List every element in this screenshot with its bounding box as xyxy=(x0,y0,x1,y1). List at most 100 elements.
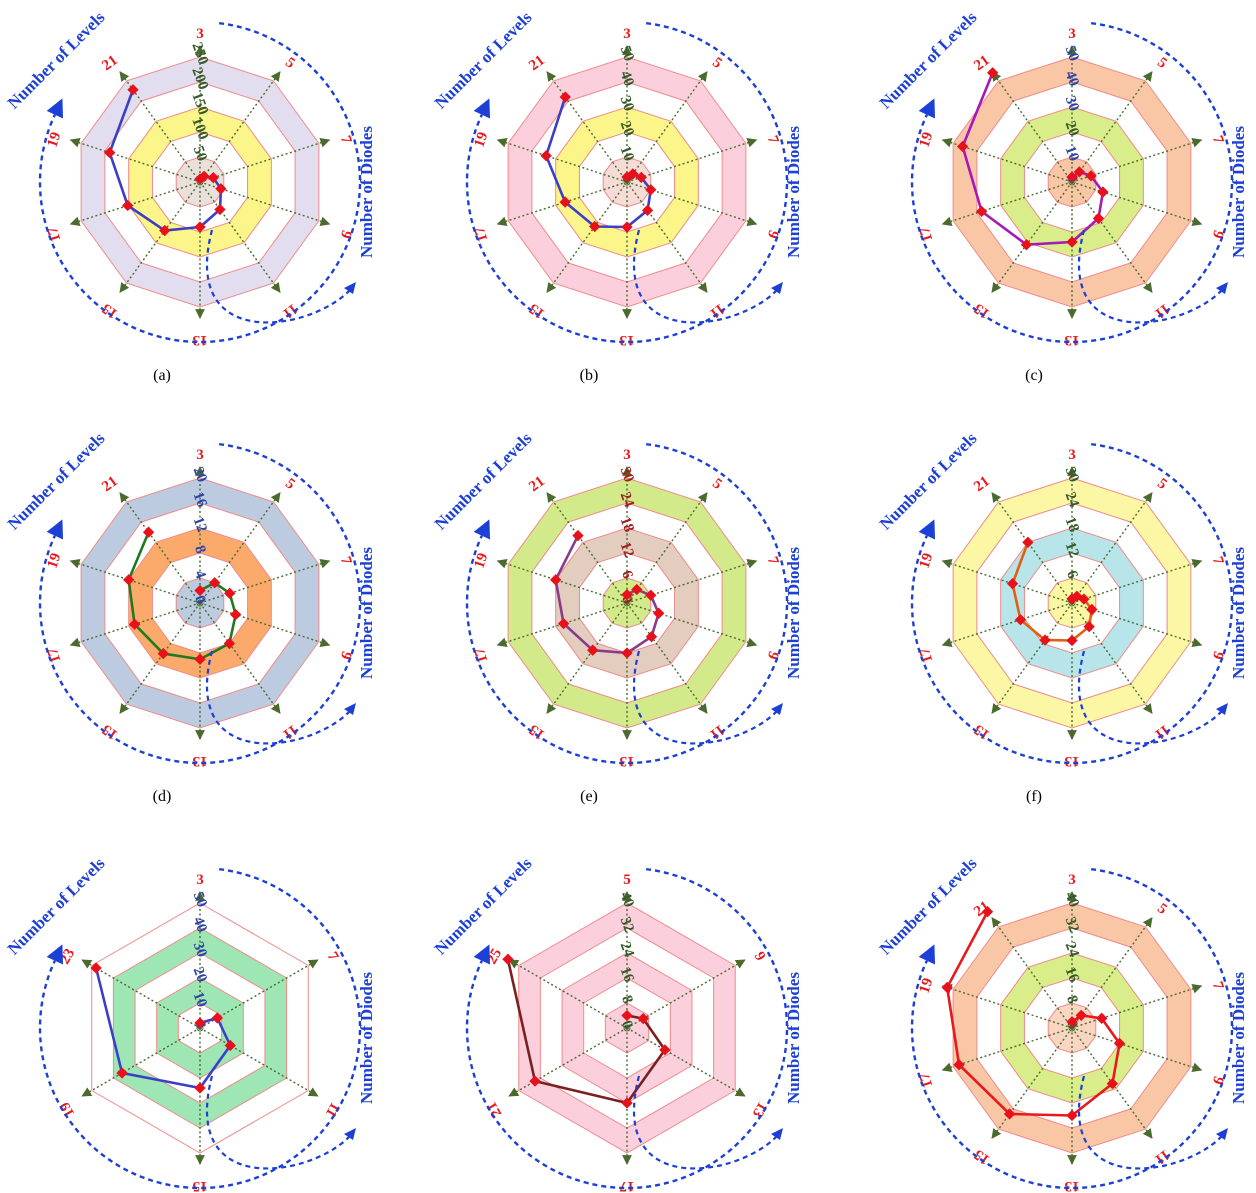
tick-label: 10 xyxy=(617,144,637,164)
data-point-marker xyxy=(224,587,236,600)
data-point-marker xyxy=(540,150,552,162)
panel-caption: (b) xyxy=(580,367,599,384)
levels-arc xyxy=(910,442,1234,765)
axis-spoke xyxy=(81,1027,201,1097)
level-label: 5 xyxy=(709,476,724,493)
tick-label: 30 xyxy=(617,94,637,114)
tick-label: 20 xyxy=(617,119,637,139)
level-label: 21 xyxy=(971,473,993,495)
tick-label: 24 xyxy=(1062,490,1082,510)
level-label: 3 xyxy=(1068,447,1076,463)
axis-spoke xyxy=(1071,559,1203,604)
level-label: 13 xyxy=(193,753,208,769)
tick-label: 50 xyxy=(190,890,210,910)
radar-chart-a: 0501001502002503579111315171921Number of… xyxy=(4,7,376,384)
data-point-marker xyxy=(1014,614,1027,626)
levels-arrowhead xyxy=(46,98,64,119)
tick-label: 24 xyxy=(617,940,637,960)
levels-arrowhead xyxy=(473,519,491,540)
levels-arrowhead xyxy=(473,98,491,119)
levels-arrowhead xyxy=(46,944,64,965)
radar-chart-i: 08162432403579111315171921Number of Leve… xyxy=(876,853,1248,1193)
data-point-marker xyxy=(224,1039,236,1052)
data-point-marker xyxy=(194,1082,206,1094)
data-point-marker xyxy=(1085,170,1097,182)
diodes-arrowhead xyxy=(1216,1128,1228,1140)
tick-label: 24 xyxy=(1062,940,1082,960)
axis-spoke xyxy=(119,492,201,604)
data-point-marker xyxy=(981,906,994,918)
levels-annotation: Number of Levels xyxy=(4,428,109,533)
level-label: 11 xyxy=(1152,300,1173,321)
levels-arc xyxy=(38,442,362,765)
level-label: 21 xyxy=(99,52,121,74)
level-label: 9 xyxy=(751,949,769,963)
data-point-marker xyxy=(1083,620,1095,633)
data-point-marker xyxy=(1086,603,1098,616)
data-point-marker xyxy=(1075,1009,1087,1022)
tick-label: 50 xyxy=(617,44,637,64)
levels-arc xyxy=(910,21,1234,344)
center-point xyxy=(196,599,204,607)
axis-spoke xyxy=(626,492,708,604)
level-label: 11 xyxy=(707,721,728,742)
data-point-marker xyxy=(194,584,206,597)
tick-label: 10 xyxy=(190,990,210,1010)
data-point-marker xyxy=(223,637,236,650)
level-label: 21 xyxy=(99,473,121,495)
tick-label: 40 xyxy=(1062,890,1082,910)
data-point-marker xyxy=(214,203,226,216)
axis-spoke xyxy=(199,138,331,183)
axis-spoke xyxy=(1071,602,1153,714)
data-point-marker xyxy=(621,1009,633,1022)
tick-label: 18 xyxy=(1062,515,1082,535)
tick-label: 200 xyxy=(188,65,211,92)
levels-arc xyxy=(465,867,789,1190)
diodes-arrowhead xyxy=(1216,703,1228,715)
levels-annotation: Number of Levels xyxy=(876,428,981,533)
diodes-annotation: Number of Diodes xyxy=(357,972,376,1104)
tick-label: 30 xyxy=(1062,94,1082,114)
axis-spoke xyxy=(199,602,281,714)
diodes-arrowhead xyxy=(344,1128,356,1140)
level-label: 13 xyxy=(193,332,208,348)
tick-label: 50 xyxy=(190,144,210,164)
diodes-curve xyxy=(205,1075,351,1170)
data-series-line xyxy=(961,72,1105,246)
data-point-marker xyxy=(557,617,570,630)
level-label: 5 xyxy=(623,872,631,888)
level-label: 3 xyxy=(1068,872,1076,888)
data-point-marker xyxy=(1066,236,1078,248)
data-point-marker xyxy=(116,1067,128,1079)
radar-chart-g: 010203040503711151923Number of LevelsNum… xyxy=(4,853,376,1193)
diodes-arrowhead xyxy=(771,282,783,294)
data-point-marker xyxy=(502,953,514,965)
axis-spoke xyxy=(199,559,331,604)
data-point-marker xyxy=(645,631,658,643)
data-point-marker xyxy=(194,221,206,233)
levels-annotation: Number of Levels xyxy=(431,853,536,958)
data-point-marker xyxy=(1039,634,1051,646)
tick-label: 12 xyxy=(1062,540,1082,560)
axis-spoke xyxy=(69,559,201,604)
tick-label: 40 xyxy=(190,915,210,935)
data-point-marker xyxy=(128,618,141,630)
tick-label: 20 xyxy=(190,465,210,485)
data-point-marker xyxy=(157,647,169,660)
axis-spoke xyxy=(626,71,708,183)
data-point-marker xyxy=(211,1012,223,1024)
diodes-annotation: Number of Diodes xyxy=(784,547,803,679)
level-label: 19 xyxy=(917,551,937,570)
data-series-line xyxy=(127,531,237,661)
level-label: 3 xyxy=(196,872,204,888)
diodes-annotation: Number of Diodes xyxy=(784,126,803,258)
radar-chart-e: 06121824303579111315171921Number of Leve… xyxy=(431,428,803,805)
data-point-marker xyxy=(621,647,633,659)
axis-spoke xyxy=(1071,492,1153,604)
data-point-marker xyxy=(645,184,657,196)
data-point-marker xyxy=(230,608,242,621)
panel-caption: (f) xyxy=(1026,788,1042,805)
data-point-marker xyxy=(953,1059,965,1071)
